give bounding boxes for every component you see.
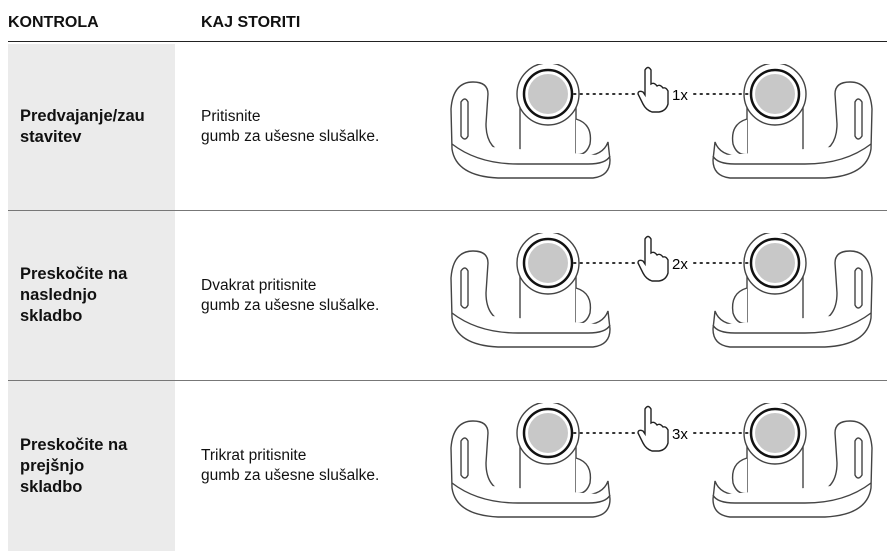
earbud-lower xyxy=(712,482,872,504)
action-cell: Dvakrat pritisnite gumb za ušesne slušalk… xyxy=(201,211,379,380)
press-count: 3x xyxy=(672,426,688,443)
earbud-wing xyxy=(460,98,469,140)
action-text: gumb za ušesne slušalke. xyxy=(201,467,380,484)
control-cell: Preskočite na naslednjo skladbo xyxy=(8,211,175,380)
button xyxy=(755,413,795,453)
earbud-wing xyxy=(460,267,469,309)
earbud xyxy=(712,233,873,348)
control-cell: Preskočite na prejšnjo skladbo xyxy=(8,381,175,551)
earbud-tip xyxy=(731,287,748,324)
earbud-illustration: 2x xyxy=(450,233,873,348)
earbud-wing xyxy=(854,437,863,479)
press-hand-icon xyxy=(637,405,669,452)
button xyxy=(528,413,568,453)
earbud-lower xyxy=(451,312,611,334)
control-label: skladbo xyxy=(20,307,83,325)
column-header: KAJ STORITI xyxy=(201,14,301,31)
table-row: Preskočite na naslednjo skladbo Dvakrat pri… xyxy=(8,211,887,380)
control-label: stavitev xyxy=(20,128,82,146)
press-hand-icon xyxy=(637,66,669,113)
earbud-tip xyxy=(575,118,592,155)
earbud-illustration: 1x xyxy=(450,64,873,179)
press-count: 2x xyxy=(672,256,688,273)
earbud-lower xyxy=(451,143,611,165)
earbud-tip xyxy=(575,287,592,324)
earbud-tip xyxy=(575,457,592,494)
control-label: Preskočite na xyxy=(20,265,128,283)
button xyxy=(528,243,568,283)
earbud-wing xyxy=(460,437,469,479)
row-separator xyxy=(8,380,887,381)
action-text: Trikrat pritisnite xyxy=(201,447,307,464)
row-separator xyxy=(8,210,887,211)
column-header: KONTROLA xyxy=(8,14,99,31)
action-cell: Pritisnite gumb za ušesne slušalke. xyxy=(201,44,379,210)
button xyxy=(528,74,568,114)
press-hand-icon xyxy=(637,235,669,282)
control-label: naslednjo xyxy=(20,286,98,304)
earbud-tip xyxy=(731,457,748,494)
action-text: Pritisnite xyxy=(201,108,261,125)
earbud-tip xyxy=(731,118,748,155)
header-rule xyxy=(8,41,887,42)
earbud-illustration: 3x xyxy=(450,403,873,518)
earbud-lower xyxy=(712,312,872,334)
earbud-lower xyxy=(451,482,611,504)
earbud-wing xyxy=(854,267,863,309)
earbud xyxy=(450,403,611,518)
table-row: Predvajanje/zau stavitev Pritisnite gumb za… xyxy=(8,44,887,210)
button xyxy=(755,243,795,283)
press-count: 1x xyxy=(672,87,688,104)
earbud-lower xyxy=(712,143,872,165)
control-label: skladbo xyxy=(20,477,83,496)
control-label: Preskočite na xyxy=(20,435,128,454)
earbud xyxy=(712,64,873,179)
action-cell: Trikrat pritisnite gumb za ušesne slušalk… xyxy=(201,381,379,551)
control-label: Predvajanje/zau xyxy=(20,107,145,125)
earbud xyxy=(712,403,873,518)
control-cell: Predvajanje/zau stavitev xyxy=(8,44,175,210)
button xyxy=(755,74,795,114)
earbud xyxy=(450,233,611,348)
table-row: Preskočite na prejšnjo skladbo Trikrat prit… xyxy=(8,381,887,551)
earbud-wing xyxy=(854,98,863,140)
earbud xyxy=(450,64,611,179)
control-label: prejšnjo xyxy=(20,456,85,475)
action-text: gumb za ušesne slušalke. xyxy=(201,128,380,145)
action-text: Dvakrat pritisnite xyxy=(201,276,317,294)
action-text: gumb za ušesne slušalke. xyxy=(201,296,380,314)
